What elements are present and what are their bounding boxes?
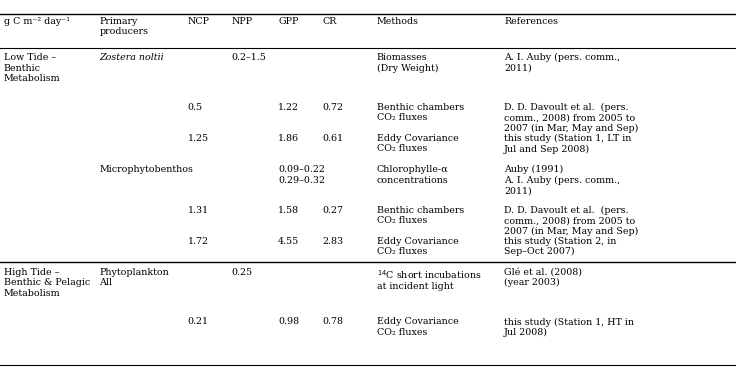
Text: 1.31: 1.31 (188, 206, 209, 215)
Text: 1.86: 1.86 (278, 134, 300, 143)
Text: Auby (1991)
A. I. Auby (pers. comm.,
2011): Auby (1991) A. I. Auby (pers. comm., 201… (504, 165, 620, 195)
Text: NPP: NPP (232, 17, 253, 26)
Text: A. I. Auby (pers. comm.,
2011): A. I. Auby (pers. comm., 2011) (504, 53, 620, 73)
Text: High Tide –
Benthic & Pelagic
Metabolism: High Tide – Benthic & Pelagic Metabolism (4, 268, 90, 298)
Text: this study (Station 1, LT in
Jul and Sep 2008): this study (Station 1, LT in Jul and Sep… (504, 134, 631, 154)
Text: Benthic chambers
CO₂ fluxes: Benthic chambers CO₂ fluxes (377, 103, 464, 122)
Text: 0.09–0.22
0.29–0.32: 0.09–0.22 0.29–0.32 (278, 165, 325, 185)
Text: References: References (504, 17, 558, 26)
Text: 0.61: 0.61 (322, 134, 344, 143)
Text: Primary
producers: Primary producers (99, 17, 149, 36)
Text: Phytoplankton
All: Phytoplankton All (99, 268, 169, 287)
Text: D. D. Davoult et al.  (pers.
comm., 2008) from 2005 to
2007 (in Mar, May and Sep: D. D. Davoult et al. (pers. comm., 2008)… (504, 206, 639, 236)
Text: GPP: GPP (278, 17, 299, 26)
Text: D. D. Davoult et al.  (pers.
comm., 2008) from 2005 to
2007 (in Mar, May and Sep: D. D. Davoult et al. (pers. comm., 2008)… (504, 103, 639, 133)
Text: Eddy Covariance
CO₂ fluxes: Eddy Covariance CO₂ fluxes (377, 237, 459, 256)
Text: 4.55: 4.55 (278, 237, 300, 246)
Text: Eddy Covariance
CO₂ fluxes: Eddy Covariance CO₂ fluxes (377, 317, 459, 337)
Text: Methods: Methods (377, 17, 419, 26)
Text: 0.5: 0.5 (188, 103, 203, 112)
Text: g C m⁻² day⁻¹: g C m⁻² day⁻¹ (4, 17, 70, 26)
Text: 1.72: 1.72 (188, 237, 209, 246)
Text: 0.72: 0.72 (322, 103, 344, 112)
Text: Microphytobenthos: Microphytobenthos (99, 165, 194, 174)
Text: 2.83: 2.83 (322, 237, 344, 246)
Text: $^{14}$C short incubations
at incident light: $^{14}$C short incubations at incident l… (377, 268, 481, 291)
Text: Biomasses
(Dry Weight): Biomasses (Dry Weight) (377, 53, 439, 73)
Text: 0.25: 0.25 (232, 268, 253, 277)
Text: NCP: NCP (188, 17, 210, 26)
Text: this study (Station 1, HT in
Jul 2008): this study (Station 1, HT in Jul 2008) (504, 317, 634, 337)
Text: 0.2–1.5: 0.2–1.5 (232, 53, 266, 62)
Text: 1.22: 1.22 (278, 103, 300, 112)
Text: Eddy Covariance
CO₂ fluxes: Eddy Covariance CO₂ fluxes (377, 134, 459, 153)
Text: Zostera noltii: Zostera noltii (99, 53, 164, 62)
Text: 0.21: 0.21 (188, 317, 209, 327)
Text: 1.25: 1.25 (188, 134, 209, 143)
Text: this study (Station 2, in
Sep–Oct 2007): this study (Station 2, in Sep–Oct 2007) (504, 237, 617, 257)
Text: Glé et al. (2008)
(year 2003): Glé et al. (2008) (year 2003) (504, 268, 582, 287)
Text: CR: CR (322, 17, 337, 26)
Text: Benthic chambers
CO₂ fluxes: Benthic chambers CO₂ fluxes (377, 206, 464, 225)
Text: 0.78: 0.78 (322, 317, 344, 327)
Text: 0.98: 0.98 (278, 317, 300, 327)
Text: 0.27: 0.27 (322, 206, 344, 215)
Text: 1.58: 1.58 (278, 206, 300, 215)
Text: Low Tide –
Benthic
Metabolism: Low Tide – Benthic Metabolism (4, 53, 60, 83)
Text: Chlorophylle-α
concentrations: Chlorophylle-α concentrations (377, 165, 448, 185)
